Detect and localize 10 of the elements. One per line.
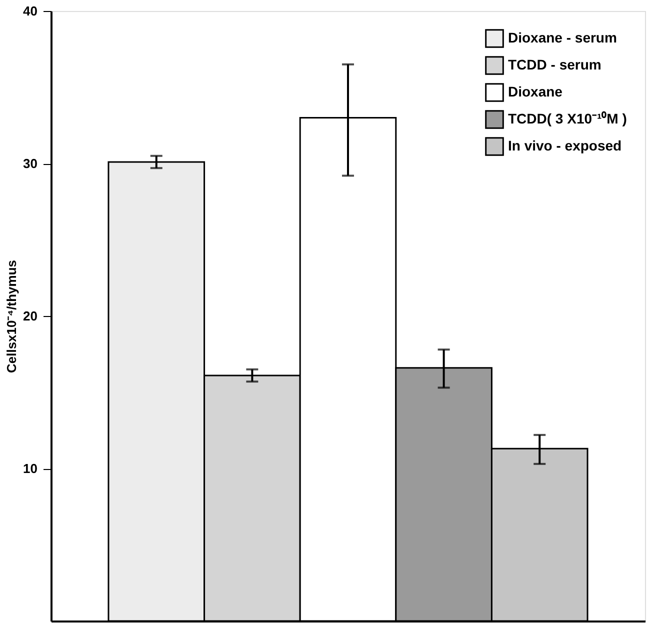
legend-label: Dioxane - serum [508,30,617,46]
y-tick-label: 10 [23,461,38,476]
legend-label: TCDD - serum [508,56,602,72]
y-tick-label: 30 [23,156,38,171]
legend-label: TCDD( 3 X10⁻¹⁰M ) [508,110,627,126]
legend-label: In vivo - exposed [508,138,622,154]
y-axis-title: Cellsx10⁻⁴/thymus [4,260,20,374]
legend-label: Dioxane [508,84,563,100]
y-tick-label: 20 [23,308,38,324]
y-tick-label: 40 [23,4,38,18]
